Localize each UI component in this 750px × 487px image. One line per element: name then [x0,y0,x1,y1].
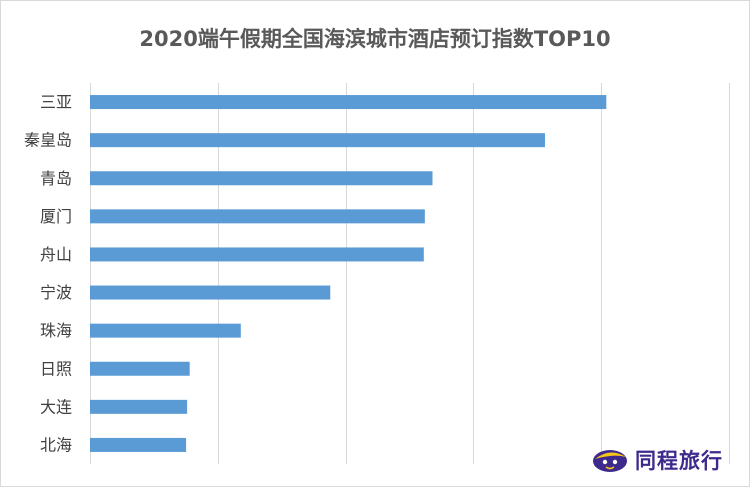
bar-5 [90,285,331,300]
bar-2 [90,171,433,186]
bar-1 [90,133,545,148]
bar-7 [90,361,190,376]
category-label-8: 大连 [40,397,72,416]
category-label-5: 宁波 [40,283,72,302]
bar-6 [90,323,241,338]
category-label-7: 日照 [40,359,72,378]
bar-3 [90,209,425,224]
brand-logo: 同程旅行 [591,442,723,478]
chart-title: 2020端午假期全国海滨城市酒店预订指数TOP10 [139,27,611,51]
category-label-9: 北海 [40,435,72,454]
category-label-1: 秦皇岛 [24,131,72,150]
category-label-2: 青岛 [40,169,72,188]
category-label-3: 厦门 [40,207,72,226]
category-label-4: 舟山 [40,245,72,264]
bar-9 [90,437,187,452]
bar-0 [90,95,607,110]
category-label-0: 三亚 [40,93,72,112]
category-label-6: 珠海 [40,321,72,340]
bar-8 [90,399,188,414]
tongcheng-mascot-icon [593,450,627,472]
bars [90,95,607,452]
bar-4 [90,247,424,262]
brand-name: 同程旅行 [635,449,723,473]
